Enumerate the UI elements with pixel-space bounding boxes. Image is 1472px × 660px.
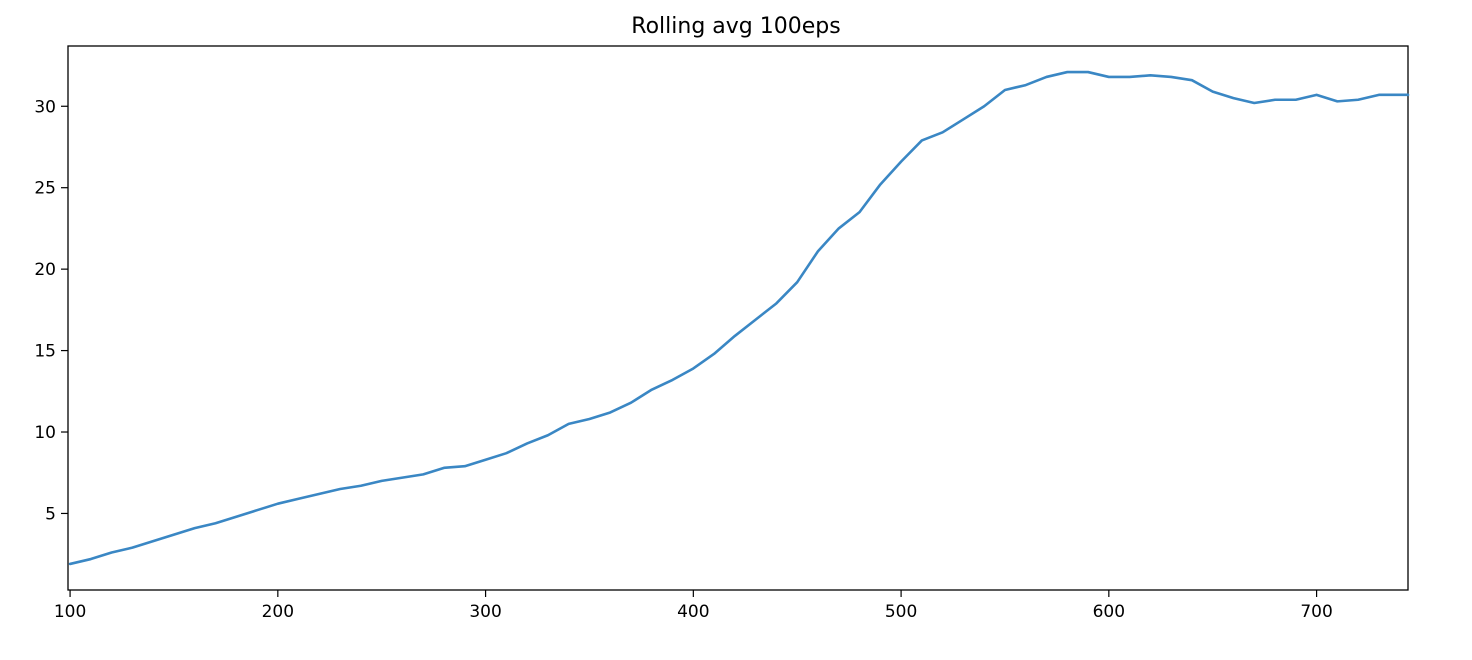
x-tick-label: 700 bbox=[1300, 602, 1332, 622]
series-line bbox=[68, 70, 1410, 566]
x-tick-label: 100 bbox=[54, 602, 86, 622]
x-tick-label: 300 bbox=[469, 602, 501, 622]
y-tick-label: 10 bbox=[34, 423, 56, 443]
y-tick-label: 30 bbox=[34, 97, 56, 117]
series-layer bbox=[68, 70, 1410, 566]
plot-area-frame bbox=[67, 45, 1409, 591]
x-tick-label: 500 bbox=[885, 602, 917, 622]
x-tick-label: 400 bbox=[677, 602, 709, 622]
y-tick-label: 15 bbox=[34, 342, 56, 362]
x-axis: 100 200 300 400 500 600 700 bbox=[54, 590, 1333, 622]
y-tick-label: 20 bbox=[34, 260, 56, 280]
y-axis: 5 10 15 20 25 30 bbox=[34, 97, 68, 524]
y-tick-label: 5 bbox=[45, 504, 56, 524]
x-tick-label: 600 bbox=[1093, 602, 1125, 622]
chart-title: Rolling avg 100eps bbox=[631, 14, 840, 39]
x-tick-label: 200 bbox=[262, 602, 294, 622]
y-tick-label: 25 bbox=[34, 179, 56, 199]
